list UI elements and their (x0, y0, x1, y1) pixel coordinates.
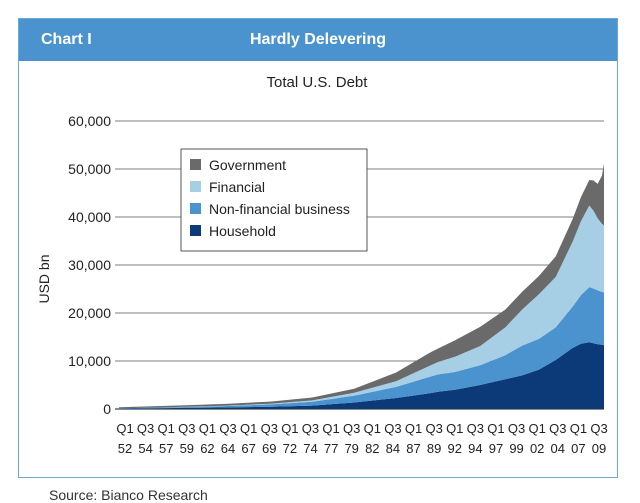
area-series (119, 163, 604, 409)
x-tick-quarter: Q3 (384, 421, 401, 436)
x-tick-year: 94 (468, 441, 482, 456)
x-tick-year: 72 (283, 441, 297, 456)
chart-plot: Total U.S. Debt USD bn 0 10,000 20,000 30,0… (36, 74, 608, 456)
legend-label: Financial (209, 179, 265, 195)
x-tick-quarter: Q3 (467, 421, 484, 436)
legend-label: Household (209, 223, 276, 239)
x-tick-quarter: Q1 (405, 421, 422, 436)
x-tick-quarter: Q1 (529, 421, 546, 436)
x-tick-year: 67 (241, 441, 255, 456)
x-tick-quarter: Q3 (261, 421, 278, 436)
x-tick-quarter: Q3 (590, 421, 607, 436)
area-non-financial-business (119, 287, 604, 409)
x-tick-quarter: Q1 (446, 421, 463, 436)
y-tick-label: 30,000 (68, 257, 111, 273)
chart-panel: Chart I Hardly Delevering Total U.S. Deb… (18, 18, 618, 503)
area-household (119, 342, 604, 409)
x-tick-quarter: Q3 (302, 421, 319, 436)
legend-swatch (190, 181, 201, 192)
source-note: Source: Bianco Research (49, 487, 208, 503)
x-tick-year: 59 (180, 441, 194, 456)
x-tick-labels: Q1 52 Q3 54 Q1 57 Q3 59 Q1 62 Q3 64 Q1 67 Q3 69 Q1 72 Q3 74… (116, 421, 607, 456)
x-tick-quarter: Q3 (137, 421, 154, 436)
legend-label: Non-financial business (209, 201, 350, 217)
x-tick-quarter: Q3 (343, 421, 360, 436)
legend: Government Financial Non-financial busines… (180, 148, 368, 252)
y-tick-label: 50,000 (68, 161, 111, 177)
x-tick-year: 69 (262, 441, 276, 456)
x-tick-quarter: Q1 (240, 421, 257, 436)
x-tick-year: 62 (200, 441, 214, 456)
legend-swatch (190, 225, 201, 236)
x-tick-year: 52 (118, 441, 132, 456)
x-tick-quarter: Q3 (219, 421, 236, 436)
x-tick-year: 57 (159, 441, 173, 456)
y-tick-labels: 0 10,000 20,000 30,000 40,000 50,000 60,000 (68, 113, 111, 417)
x-tick-quarter: Q3 (178, 421, 195, 436)
x-tick-quarter: Q3 (549, 421, 566, 436)
x-tick-quarter: Q1 (281, 421, 298, 436)
x-tick-year: 64 (221, 441, 235, 456)
x-tick-year: 99 (509, 441, 523, 456)
x-tick-year: 04 (551, 441, 565, 456)
x-tick-quarter: Q3 (425, 421, 442, 436)
y-axis-label: USD bn (36, 254, 52, 303)
x-tick-year: 89 (427, 441, 441, 456)
x-tick-year: 54 (138, 441, 152, 456)
x-tick-year: 82 (365, 441, 379, 456)
legend-swatch (190, 203, 201, 214)
y-tick-label: 0 (103, 401, 111, 417)
x-tick-quarter: Q1 (199, 421, 216, 436)
chart-number-label: Chart I (41, 31, 92, 48)
x-tick-year: 79 (344, 441, 358, 456)
x-tick-quarter: Q1 (116, 421, 133, 436)
y-tick-label: 10,000 (68, 353, 111, 369)
x-tick-year: 07 (571, 441, 585, 456)
chart-title: Total U.S. Debt (267, 74, 369, 91)
legend-box (180, 148, 368, 252)
y-tick-label: 40,000 (68, 209, 111, 225)
x-tick-year: 92 (448, 441, 462, 456)
x-tick-quarter: Q1 (364, 421, 381, 436)
x-tick-quarter: Q1 (158, 421, 175, 436)
x-tick-year: 84 (386, 441, 400, 456)
legend-swatch (190, 159, 201, 170)
chart-header: Chart I Hardly Delevering (19, 19, 617, 61)
area-financial (119, 205, 604, 409)
x-tick-year: 87 (406, 441, 420, 456)
x-tick-year: 09 (592, 441, 606, 456)
x-tick-quarter: Q1 (487, 421, 504, 436)
x-tick-quarter: Q3 (508, 421, 525, 436)
x-tick-year: 74 (303, 441, 317, 456)
y-tick-label: 20,000 (68, 305, 111, 321)
legend-label: Government (209, 157, 286, 173)
x-tick-year: 02 (530, 441, 544, 456)
x-tick-year: 97 (489, 441, 503, 456)
x-tick-quarter: Q1 (322, 421, 339, 436)
chart-header-title: Hardly Delevering (249, 31, 387, 48)
x-tick-year: 77 (324, 441, 338, 456)
y-tick-label: 60,000 (68, 113, 111, 129)
x-tick-quarter: Q1 (570, 421, 587, 436)
